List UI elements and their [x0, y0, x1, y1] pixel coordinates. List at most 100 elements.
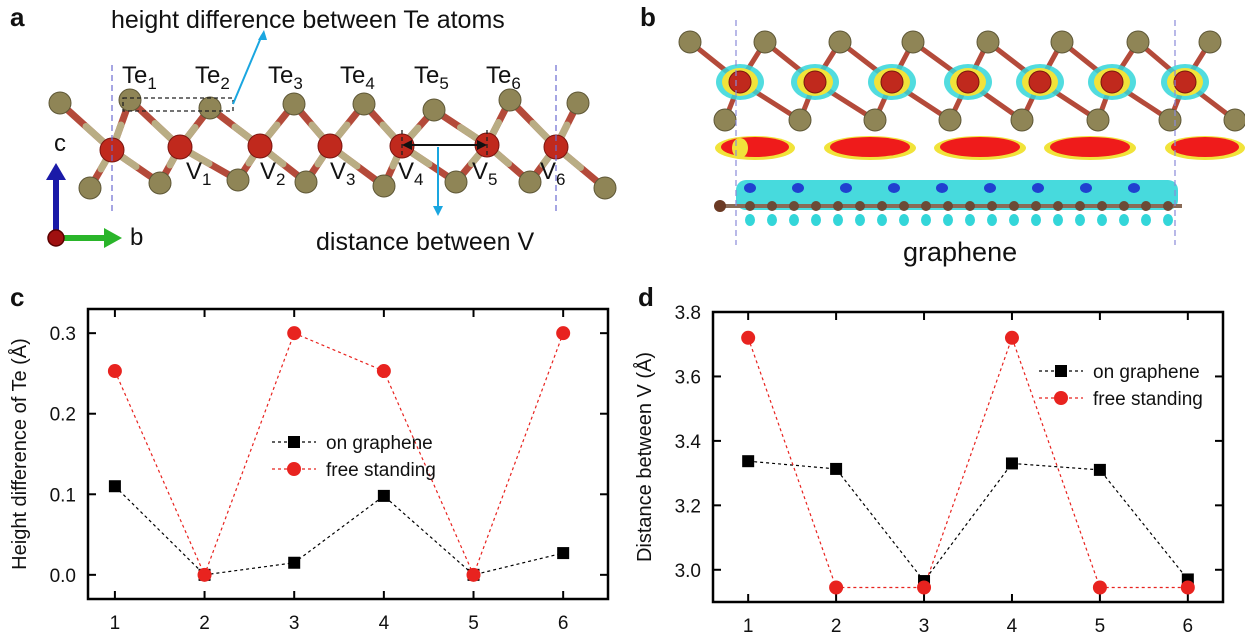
- legend-label: free standing: [326, 460, 436, 481]
- v-label: V5: [472, 158, 498, 189]
- te-atom: [593, 176, 617, 200]
- te-atom: [198, 96, 222, 120]
- series-line: [747, 335, 1188, 589]
- te-atom: [372, 174, 396, 198]
- panel-b-charge-density: [678, 20, 1245, 245]
- y-tick-label: 3.2: [675, 496, 701, 517]
- data-point: [917, 580, 932, 595]
- y-tick-label: 0.1: [50, 485, 76, 506]
- te-label: Te5: [414, 62, 449, 93]
- chart-d: 3.0 3.2 3.4 3.6 3.8 1 2 3 4 5 6 Distance between V …: [633, 303, 1225, 635]
- y-tick-label: 3.6: [675, 367, 701, 388]
- x-tick-label: 3: [289, 613, 300, 634]
- te-label: Te2: [195, 62, 230, 93]
- chart-c: 0.0 0.1 0.2 0.3 1 2 3 4 5 6 Height difference of T…: [8, 307, 610, 634]
- axis-b-label: b: [130, 224, 144, 251]
- data-point: [377, 489, 390, 502]
- graphene-caption: graphene: [903, 237, 1018, 267]
- height-difference-box: [122, 97, 234, 112]
- te-label: Te4: [340, 62, 375, 93]
- te-label: Te1: [122, 62, 157, 93]
- x-tick-label: 6: [1183, 616, 1194, 635]
- x-tick-label: 2: [199, 613, 210, 634]
- te-atom: [352, 92, 376, 116]
- te-atom: [294, 170, 318, 194]
- x-tick-label: 1: [110, 613, 121, 634]
- y-axis-label: Height difference of Te (Å): [8, 338, 31, 570]
- y-tick-label: 3.8: [675, 303, 701, 324]
- panel-a-structure: [46, 30, 617, 248]
- series-line: [114, 485, 564, 576]
- axis-origin: [47, 229, 65, 247]
- te-atom: [566, 91, 590, 115]
- y-tick-label: 0.2: [50, 405, 76, 426]
- v-label: V2: [260, 158, 286, 189]
- data-point: [1093, 463, 1106, 476]
- height-arrow-line: [232, 34, 263, 105]
- te-atom: [282, 92, 306, 116]
- annotation-height-difference: height difference between Te atoms: [111, 6, 505, 34]
- x-tick-label: 2: [831, 616, 842, 635]
- series-line: [114, 332, 564, 577]
- te-atom: [78, 176, 102, 200]
- v-label: V3: [330, 158, 356, 189]
- y-tick-label: 0.3: [50, 324, 76, 345]
- data-point: [557, 547, 570, 560]
- plot-frame: [711, 310, 1225, 604]
- data-point: [556, 326, 571, 341]
- data-point: [1180, 580, 1195, 595]
- panel-a-letter: a: [10, 2, 25, 32]
- v-label: V1: [186, 158, 212, 189]
- panel-d-letter: d: [638, 282, 654, 312]
- y-tick-label: 3.0: [675, 561, 701, 582]
- te-atom: [518, 170, 542, 194]
- data-point: [742, 455, 755, 468]
- v-atom: [317, 133, 343, 159]
- data-point: [1004, 330, 1019, 345]
- y-tick-label: 3.4: [675, 432, 702, 453]
- y-tick-label: 0.0: [50, 566, 76, 587]
- charge-density-layer: [678, 30, 1245, 226]
- panel-c-letter: c: [10, 282, 25, 312]
- data-point: [108, 480, 121, 493]
- panel-b-letter: b: [640, 2, 656, 32]
- x-tick-label: 4: [1007, 616, 1018, 635]
- te-label: Te6: [486, 62, 521, 93]
- te-atom: [422, 98, 446, 122]
- x-tick-label: 3: [919, 616, 930, 635]
- v-atom: [247, 133, 273, 159]
- data-point: [376, 364, 391, 379]
- te-atom: [226, 168, 250, 192]
- te-atom: [498, 88, 522, 112]
- data-point: [829, 580, 844, 595]
- y-axis-label: Distance between V (Å): [633, 352, 656, 562]
- annotation-distance-v: distance between V: [316, 228, 535, 256]
- data-point: [197, 567, 212, 582]
- series-line: [748, 460, 1189, 583]
- data-point: [741, 330, 756, 345]
- x-tick-label: 1: [743, 616, 754, 635]
- te-atom: [444, 170, 468, 194]
- data-point: [466, 567, 481, 582]
- x-tick-label: 6: [558, 613, 569, 634]
- plot-frame: [86, 307, 610, 601]
- te-atom: [48, 91, 72, 115]
- legend-label: free standing: [1093, 389, 1203, 410]
- data-point: [1005, 457, 1018, 470]
- te-atom: [148, 171, 172, 195]
- data-point: [288, 556, 301, 569]
- data-point: [107, 364, 122, 379]
- height-arrow-head: [258, 30, 267, 40]
- legend-label: on graphene: [326, 433, 433, 454]
- data-point: [287, 326, 302, 341]
- data-point: [1092, 580, 1107, 595]
- v-label: V6: [540, 158, 566, 189]
- te-label: Te3: [268, 62, 303, 93]
- x-tick-label: 4: [379, 613, 390, 634]
- legend-label: on graphene: [1093, 362, 1200, 383]
- v-label: V4: [398, 158, 424, 189]
- x-tick-label: 5: [468, 613, 479, 634]
- v-atom: [167, 134, 193, 160]
- x-tick-label: 5: [1095, 616, 1106, 635]
- data-point: [830, 462, 843, 475]
